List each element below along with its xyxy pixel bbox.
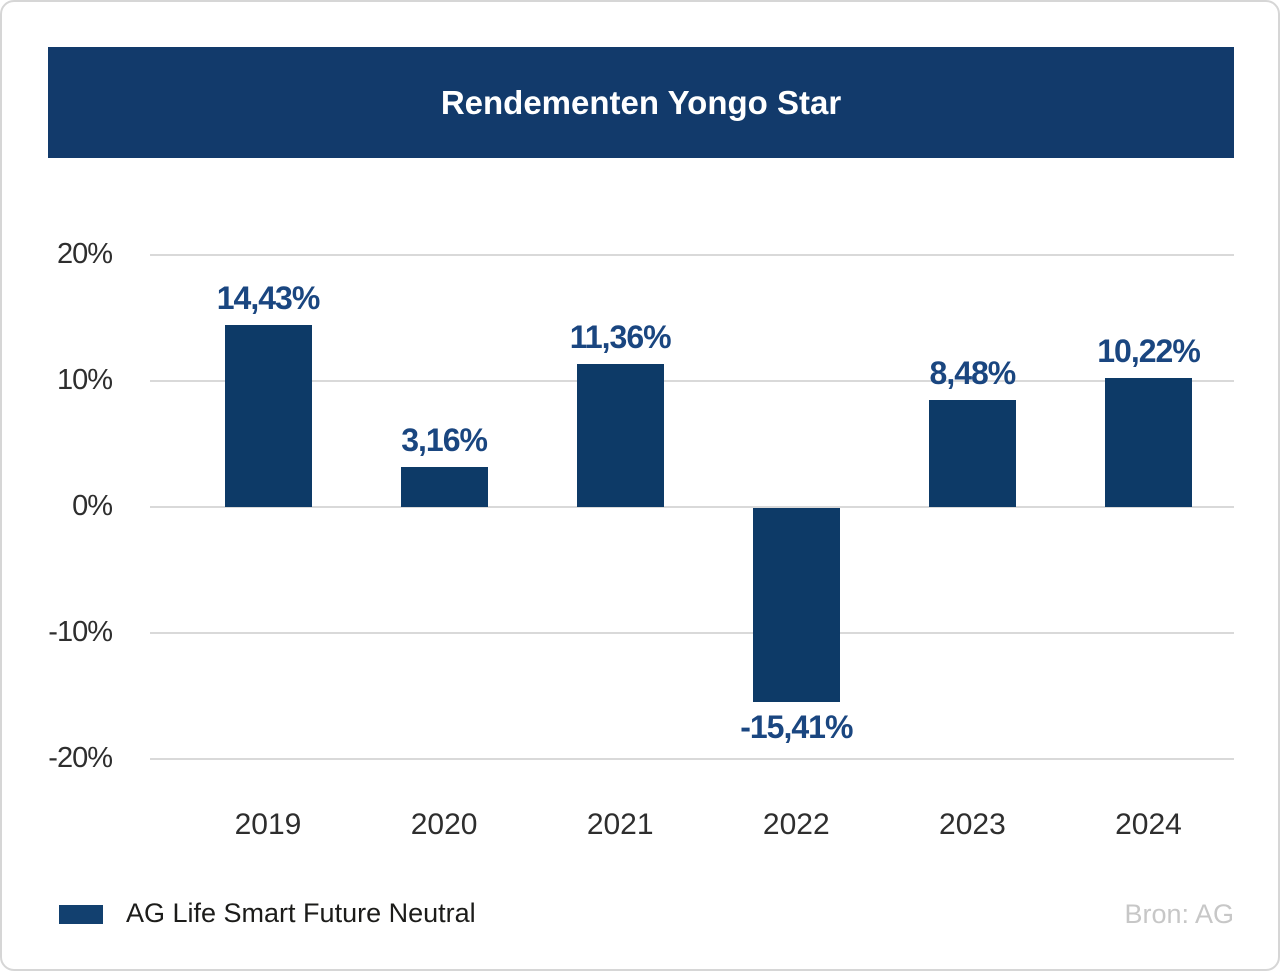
x-axis-label-2020: 2020 (410, 808, 478, 841)
value-label-2020: 3,16% (401, 422, 488, 459)
gridline-20% (150, 254, 1234, 256)
value-label-2022: -15,41% (740, 709, 853, 746)
x-axis-label-2023: 2023 (939, 808, 1006, 841)
value-label-2019: 14,43% (216, 280, 321, 317)
value-label-2021: 11,36% (569, 318, 672, 355)
y-axis-tick-label: -20% (48, 742, 113, 774)
chart-title: Rendementen Yongo Star (440, 83, 842, 121)
gridline--20% (150, 758, 1234, 760)
x-axis-label-2024: 2024 (1115, 808, 1182, 841)
gridline-10% (150, 380, 1234, 382)
x-axis-label-2022: 2022 (762, 808, 830, 841)
legend-swatch (59, 905, 103, 924)
bar-2019 (224, 325, 312, 507)
x-axis-label-2021: 2021 (586, 808, 654, 841)
y-axis-tick-label: 20% (56, 238, 113, 270)
y-axis-tick-label: 0% (72, 490, 113, 522)
gridline-0% (150, 506, 1234, 508)
bar-2022 (752, 508, 840, 703)
bar-2021 (576, 363, 664, 507)
value-label-2023: 8,48% (929, 355, 1017, 392)
legend-label: AG Life Smart Future Neutral (126, 898, 476, 928)
y-axis-tick-label: 10% (56, 364, 113, 396)
x-axis-label-2019: 2019 (234, 808, 302, 841)
bar-2024 (1105, 378, 1192, 507)
bar-2023 (928, 400, 1016, 507)
bar-2020 (400, 467, 488, 507)
gridline--10% (150, 632, 1234, 634)
source-note: Bron: AG (1124, 899, 1234, 929)
y-axis-tick-label: -10% (48, 616, 113, 648)
chart-title-banner: Rendementen Yongo Star (48, 47, 1234, 158)
value-label-2024: 10,22% (1097, 333, 1201, 370)
